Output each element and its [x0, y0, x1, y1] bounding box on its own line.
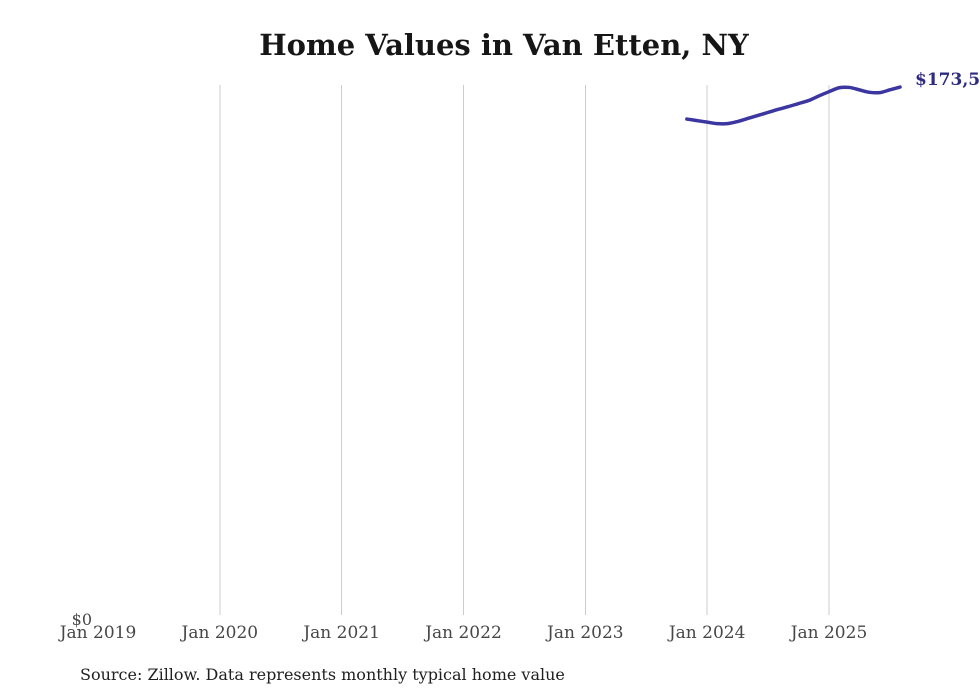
source-note: Source: Zillow. Data represents monthly … [80, 665, 565, 684]
chart-title: Home Values in Van Etten, NY [259, 28, 749, 62]
x-tick-label: Jan 2023 [547, 623, 624, 643]
latest-value-label: $173,522 [915, 70, 980, 90]
x-tick-label: Jan 2024 [668, 623, 746, 643]
x-tick-label: Jan 2020 [181, 623, 259, 643]
home-value-series-line [685, 85, 902, 126]
x-tick-label: Jan 2021 [303, 623, 380, 643]
x-tick-label: Jan 2019 [59, 623, 137, 643]
x-tick-label: Jan 2025 [790, 623, 868, 643]
y-axis-zero-tick-label: $0 [71, 610, 92, 629]
x-tick-label: Jan 2022 [425, 623, 502, 643]
